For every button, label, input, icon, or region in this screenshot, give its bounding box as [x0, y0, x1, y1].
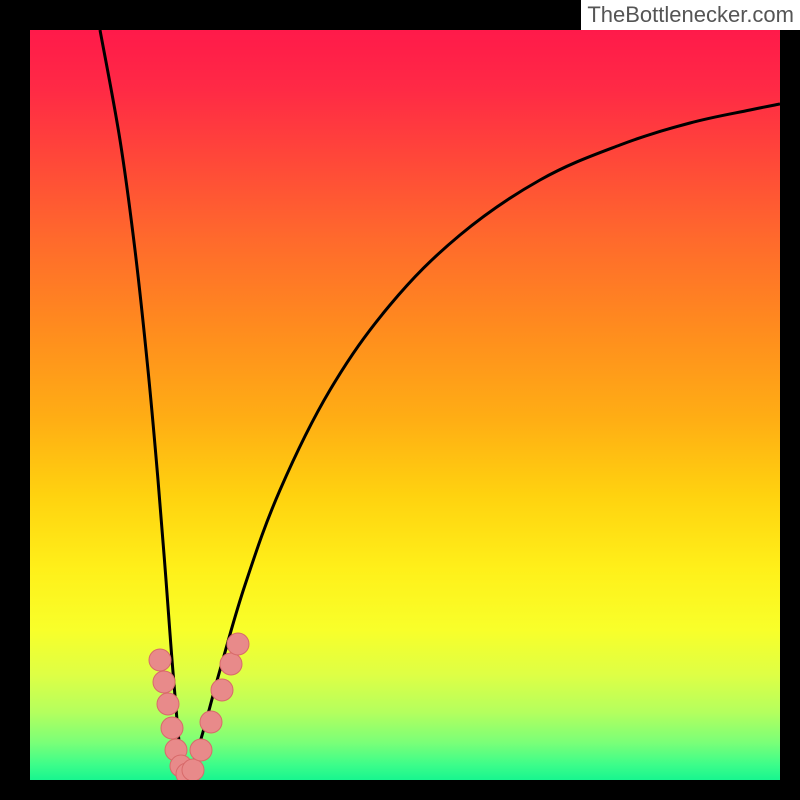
- marker-point: [149, 649, 171, 671]
- marker-point: [190, 739, 212, 761]
- marker-point: [220, 653, 242, 675]
- marker-layer: [30, 30, 780, 780]
- marker-point: [211, 679, 233, 701]
- marker-point: [200, 711, 222, 733]
- marker-group: [149, 633, 249, 780]
- bottleneck-chart: TheBottlenecker.com: [0, 0, 800, 800]
- marker-point: [227, 633, 249, 655]
- plot-area: [30, 30, 780, 780]
- marker-point: [157, 693, 179, 715]
- marker-point: [153, 671, 175, 693]
- marker-point: [161, 717, 183, 739]
- marker-point: [182, 759, 204, 780]
- watermark-label: TheBottlenecker.com: [581, 0, 800, 30]
